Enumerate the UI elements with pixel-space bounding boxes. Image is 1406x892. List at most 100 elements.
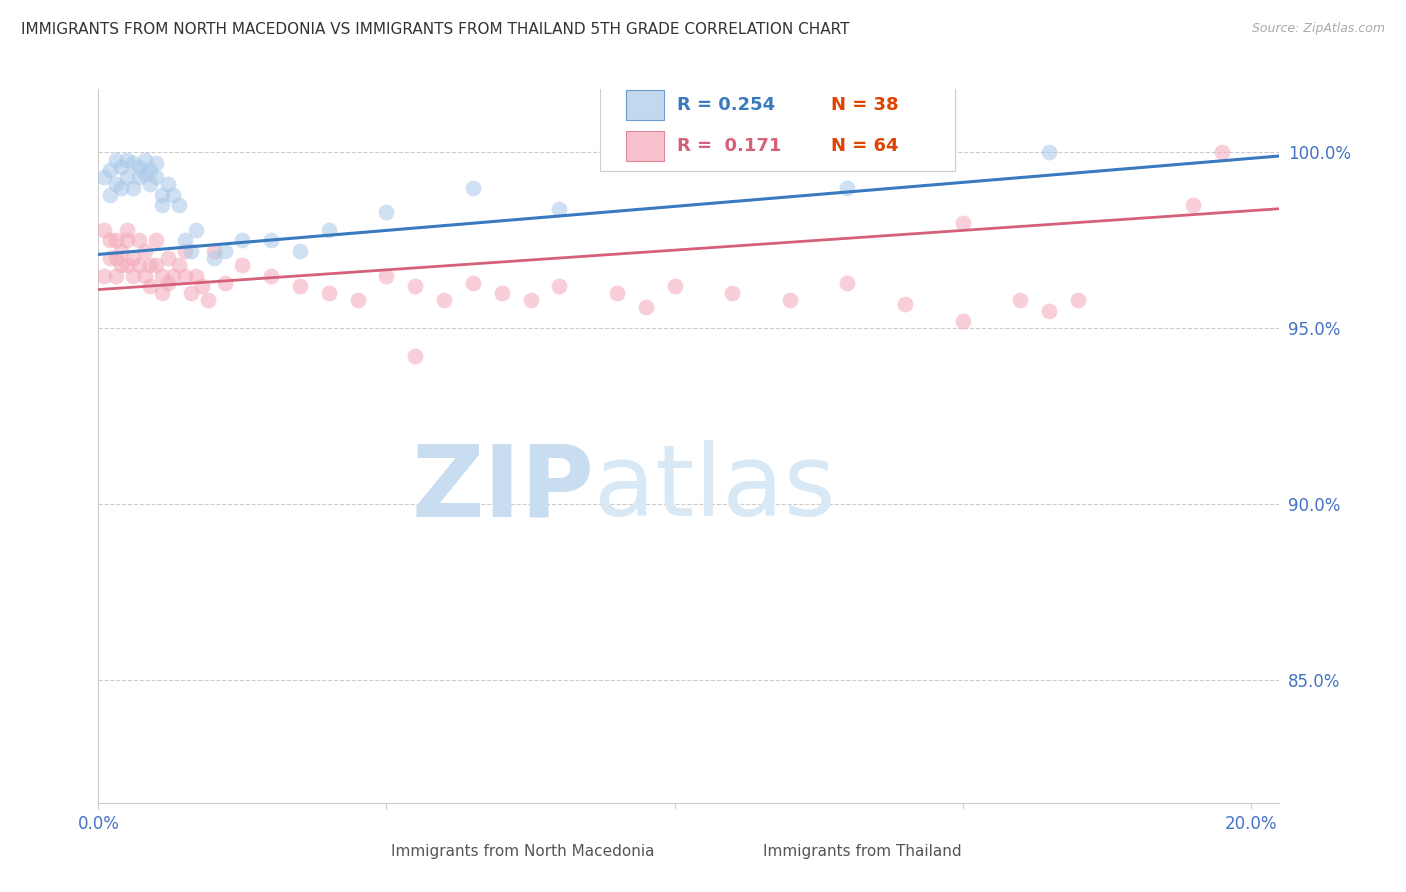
Point xyxy=(186,268,208,283)
Point xyxy=(231,233,253,247)
Point xyxy=(214,276,236,290)
Point xyxy=(98,251,121,265)
Point xyxy=(202,244,225,258)
Point xyxy=(145,258,167,272)
Text: IMMIGRANTS FROM NORTH MACEDONIA VS IMMIGRANTS FROM THAILAND 5TH GRADE CORRELATIO: IMMIGRANTS FROM NORTH MACEDONIA VS IMMIG… xyxy=(21,22,849,37)
Point xyxy=(837,180,859,194)
Point xyxy=(162,268,184,283)
Point xyxy=(288,244,311,258)
Point xyxy=(93,268,115,283)
Point xyxy=(122,180,145,194)
Point xyxy=(110,160,132,174)
Point xyxy=(156,177,179,191)
Point xyxy=(139,163,162,178)
Text: atlas: atlas xyxy=(595,441,837,537)
Point xyxy=(98,163,121,178)
Point xyxy=(461,180,484,194)
Text: ZIP: ZIP xyxy=(412,441,595,537)
Point xyxy=(128,233,150,247)
Point xyxy=(318,286,340,301)
Point xyxy=(634,300,657,314)
Point xyxy=(375,268,398,283)
Point xyxy=(128,170,150,185)
Point xyxy=(404,279,426,293)
Point xyxy=(145,156,167,170)
Point xyxy=(134,153,156,167)
Point xyxy=(952,314,974,328)
Point xyxy=(162,187,184,202)
Point xyxy=(1038,303,1060,318)
Point xyxy=(952,216,974,230)
FancyBboxPatch shape xyxy=(626,90,664,120)
Point xyxy=(375,205,398,219)
Point xyxy=(104,233,127,247)
FancyBboxPatch shape xyxy=(724,843,754,865)
Point xyxy=(180,286,202,301)
Point xyxy=(548,279,571,293)
Text: Immigrants from North Macedonia: Immigrants from North Macedonia xyxy=(391,844,655,859)
Point xyxy=(156,251,179,265)
Point xyxy=(122,268,145,283)
FancyBboxPatch shape xyxy=(626,131,664,161)
Point xyxy=(186,223,208,237)
Point xyxy=(145,233,167,247)
Point xyxy=(110,258,132,272)
Point xyxy=(214,244,236,258)
Point xyxy=(173,244,195,258)
Point xyxy=(93,223,115,237)
Text: N = 64: N = 64 xyxy=(831,137,898,155)
Point xyxy=(139,258,162,272)
Point xyxy=(837,276,859,290)
Point xyxy=(93,170,115,185)
Point xyxy=(167,258,190,272)
Point xyxy=(115,223,138,237)
Point xyxy=(134,167,156,181)
Point xyxy=(139,279,162,293)
Text: Immigrants from Thailand: Immigrants from Thailand xyxy=(763,844,962,859)
Text: Source: ZipAtlas.com: Source: ZipAtlas.com xyxy=(1251,22,1385,36)
Point xyxy=(115,258,138,272)
Text: N = 38: N = 38 xyxy=(831,96,898,114)
Point xyxy=(491,286,513,301)
FancyBboxPatch shape xyxy=(600,75,955,171)
Point xyxy=(173,268,195,283)
Point xyxy=(150,198,173,212)
Point xyxy=(433,293,456,307)
Point xyxy=(128,258,150,272)
Point xyxy=(139,177,162,191)
Point xyxy=(1067,293,1090,307)
Point xyxy=(1211,145,1233,160)
Point xyxy=(134,244,156,258)
Point xyxy=(1010,293,1032,307)
Point xyxy=(156,276,179,290)
Text: R =  0.171: R = 0.171 xyxy=(678,137,782,155)
Point xyxy=(191,279,214,293)
Point xyxy=(318,223,340,237)
Point xyxy=(110,180,132,194)
Point xyxy=(346,293,368,307)
Point xyxy=(721,286,744,301)
Point xyxy=(115,153,138,167)
Point xyxy=(173,233,195,247)
Point xyxy=(260,233,283,247)
Point xyxy=(779,293,801,307)
Point xyxy=(134,268,156,283)
Point xyxy=(197,293,219,307)
Text: R = 0.254: R = 0.254 xyxy=(678,96,775,114)
Point xyxy=(202,251,225,265)
Point xyxy=(404,350,426,364)
Point xyxy=(98,187,121,202)
Point xyxy=(128,160,150,174)
Point xyxy=(104,153,127,167)
Point xyxy=(98,233,121,247)
Point xyxy=(167,198,190,212)
Point xyxy=(231,258,253,272)
Point xyxy=(115,233,138,247)
Point xyxy=(288,279,311,293)
Point xyxy=(122,156,145,170)
Point xyxy=(664,279,686,293)
Point xyxy=(461,276,484,290)
Point xyxy=(1038,145,1060,160)
Point xyxy=(115,170,138,185)
Point xyxy=(1182,198,1205,212)
